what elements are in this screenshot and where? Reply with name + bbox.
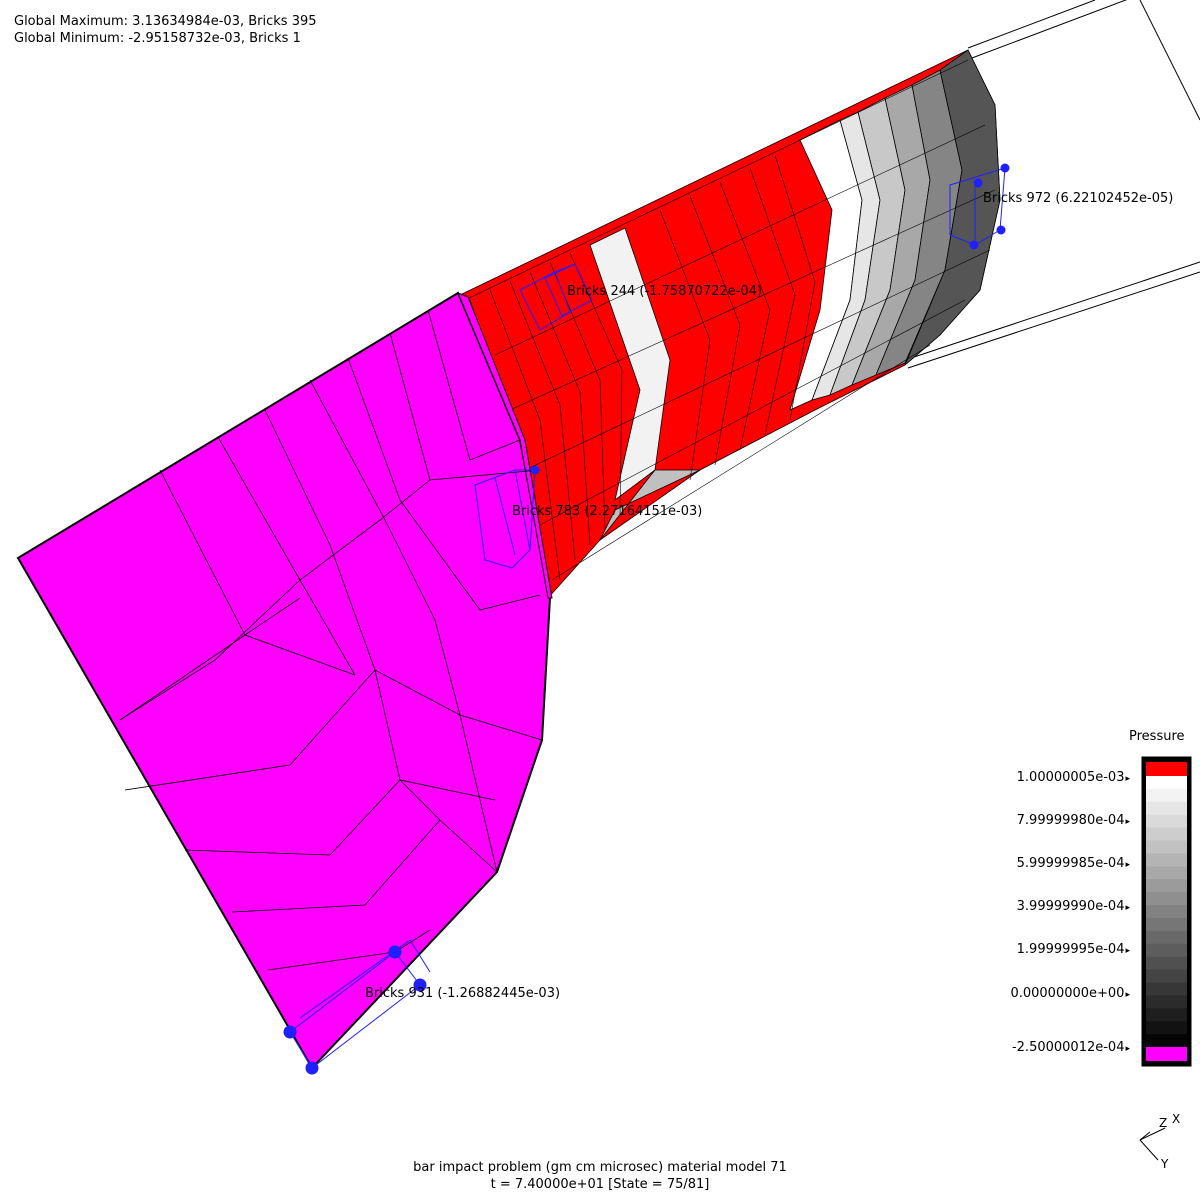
brick-label-783: Bricks 783 (2.27164151e-03) xyxy=(512,504,702,519)
legend-color-bar xyxy=(1141,756,1192,1067)
legend-title: Pressure xyxy=(1129,729,1185,744)
legend-gray-step xyxy=(1146,982,1187,996)
legend-gray-step xyxy=(1146,814,1187,829)
legend-gray-step xyxy=(1146,776,1187,790)
axis-triad xyxy=(1139,1127,1166,1161)
magenta-block xyxy=(16,291,553,1070)
legend-gray-step xyxy=(1146,866,1187,880)
legend-gray-step xyxy=(1146,918,1187,932)
axis-z-label: Z xyxy=(1159,1116,1167,1130)
legend-gray-step xyxy=(1146,1008,1187,1022)
global-maximum-text: Global Maximum: 3.13634984e-03, Bricks 3… xyxy=(14,14,317,29)
axis-x-label: X xyxy=(1172,1112,1180,1126)
legend-gray-step xyxy=(1146,956,1187,971)
legend-label-6: 0.00000000e+00 xyxy=(1010,986,1130,1001)
legend-label-1: 1.00000005e-03 xyxy=(1017,770,1130,785)
legend-gray-step xyxy=(1146,879,1187,893)
legend-gray-step xyxy=(1146,1034,1187,1048)
legend-gray-step xyxy=(1146,801,1187,816)
legend-gray-step xyxy=(1146,969,1187,983)
legend-gray-step xyxy=(1146,788,1187,803)
brick-highlight-244[interactable] xyxy=(519,263,593,331)
brick-label-244: Bricks 244 (-1.75870722e-04) xyxy=(567,284,762,299)
legend-label-3: 5.99999985e-04 xyxy=(1017,856,1130,871)
legend-gray-step xyxy=(1146,840,1187,854)
legend-label-4: 3.99999990e-04 xyxy=(1017,899,1130,914)
legend-label-2: 7.99999980e-04 xyxy=(1017,813,1130,828)
bounding-box xyxy=(904,0,1200,369)
footer-state: t = 7.40000e+01 [State = 75/81] xyxy=(490,1177,710,1192)
brick-highlight-972[interactable] xyxy=(949,163,1010,250)
legend-gray-step xyxy=(1146,827,1187,841)
brick-highlight-783[interactable] xyxy=(474,465,540,569)
legend-gray-step xyxy=(1146,995,1187,1009)
legend-gray-step xyxy=(1146,930,1187,945)
legend-gray-step xyxy=(1146,853,1187,867)
legend-gray-step xyxy=(1146,943,1187,958)
brick-label-931: Bricks 931 (-1.26882445e-03) xyxy=(365,986,560,1001)
brick-label-972: Bricks 972 (6.22102452e-05) xyxy=(983,191,1173,206)
footer-title: bar impact problem (gm cm microsec) mate… xyxy=(413,1160,787,1175)
legend-gray-step xyxy=(1146,905,1187,919)
legend-label-7: -2.50000012e-04 xyxy=(1012,1040,1130,1055)
legend-label-5: 1.99999995e-04 xyxy=(1017,942,1130,957)
brick-highlight-931[interactable] xyxy=(283,939,431,1075)
legend-gray-step xyxy=(1146,892,1187,906)
axis-y-label: Y xyxy=(1160,1157,1169,1171)
legend-gray-step xyxy=(1146,1021,1187,1035)
bar-body xyxy=(459,49,1001,599)
global-minimum-text: Global Minimum: -2.95158732e-03, Bricks … xyxy=(14,31,301,46)
